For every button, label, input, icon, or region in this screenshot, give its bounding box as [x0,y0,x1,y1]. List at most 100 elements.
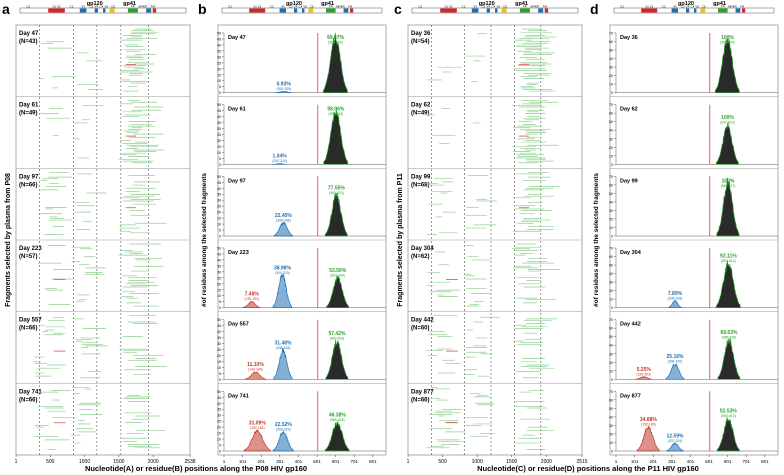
peak-range-label: (585-628) [722,336,737,340]
peak-percent-label: 100% [721,115,734,121]
genome-region-block [641,8,658,13]
y-tick-label: 40 [609,57,613,61]
y-tick-label: 25 [217,205,221,209]
y-tick-label: 10 [609,83,613,87]
x-tick-label: 701 [743,459,751,464]
genome-region-label: C3 [481,5,485,9]
genome-region-label: C4 [491,5,495,9]
genome-region-label: TM [348,5,353,9]
y-tick-label: 35 [217,408,221,412]
genome-region-block [279,8,286,13]
y-tick-label: 50 [217,175,221,179]
genome-region-block [700,8,706,13]
peak-percent-label: 99.07% [327,35,345,41]
y-tick-label: 20 [609,74,613,78]
x-tick-label: 1000 [472,459,483,465]
gp120-label: gp120 [678,1,694,7]
genome-region-block [343,8,349,13]
y-tick-label: 40 [609,344,613,348]
peak-range-label: (152-189) [641,423,656,427]
y-tick-label: 0 [219,91,221,95]
genome-region-label: C1 [228,5,232,9]
genome-region-label: V1 V2 [444,5,453,9]
y-tick-label: 0 [611,378,613,382]
peak-range-label: (593-613) [328,112,343,116]
y-tick-label: 15 [217,217,221,221]
peak-percent-label: 69.63% [720,330,738,336]
genome-region-block [302,8,305,13]
genome-region-label: V1 V2 [253,5,262,9]
row-day-label: Day 877 [411,389,434,395]
y-tick-label: 15 [217,360,221,364]
subplot-day-label: Day 62 [620,107,638,113]
genome-region-block [486,8,491,13]
row-day-label: Day 442 [411,318,434,324]
row-day-label: Day 223 [19,246,42,252]
genome-region-block [94,8,99,13]
y-tick-label: 35 [217,49,221,53]
x-tick-label: 1500 [506,459,517,465]
genome-region-label: C4 [690,5,694,9]
y-tick-label: 70 [609,390,613,394]
y-tick-label: 20 [217,426,221,430]
genome-region-label: V4 [95,5,99,9]
y-axis-label: Fragments selected by plasma from P08 [5,173,12,307]
coverage-peak [324,192,349,237]
y-tick-label: 35 [217,336,221,340]
coverage-peak [272,430,295,452]
genome-region-label: V5 [496,5,500,9]
peak-range-label: (600-623) [330,337,345,341]
genome-region-label: V1 V2 [52,5,61,9]
row-n-label: (N=43) [19,39,38,45]
genome-region-label: V3 [281,5,285,9]
fragment-panel-c: c Day 36 (N=54) Day 62 (N=49) Day 99 (N=68) Day… [394,1,588,465]
row-day-label: Day 36 [411,31,431,37]
genome-region-block [718,8,728,13]
genome-region-label: C1 [418,5,422,9]
subplot-day-label: Day 304 [620,250,642,256]
peak-percent-label: 7.89% [668,291,683,297]
x-tick-label: 2515 [576,459,587,465]
x-tick-label: 301 [276,459,284,464]
subplot-day-label: Day 877 [620,393,641,399]
x-tick-label: 201 [257,459,265,464]
peak-percent-label: 100% [722,178,735,184]
peak-range-label: (585-623) [329,191,344,195]
genome-region-label: C3 [289,5,293,9]
genome-region-block [440,8,457,13]
y-tick-label: 15 [217,73,221,77]
peak-range-label: (583-606) [328,41,343,45]
y-tick-label: 30 [609,209,613,213]
x-tick-label: 1 [15,459,18,465]
y-tick-label: 70 [609,175,613,179]
peak-percent-label: 77.55% [328,185,346,191]
y-tick-label: 50 [609,407,613,411]
genome-region-label: MPER [336,5,346,9]
y-tick-label: 30 [609,352,613,356]
y-tick-label: 15 [217,432,221,436]
genome-region-label: V3 [673,5,677,9]
peak-range-label: (306-318) [668,296,683,300]
genome-region-block [501,8,507,13]
peak-percent-label: 46.38% [329,412,347,418]
y-tick-label: 10 [609,369,613,373]
y-tick-label: 30 [217,199,221,203]
peak-range-label: (603-634) [330,273,345,277]
genome-region-label: C4 [99,5,103,9]
peak-range-label: (308-318) [276,346,291,350]
genome-region-label: V3 [473,5,477,9]
genome-region-label: FP [329,5,333,9]
subplot-day-label: Day 47 [228,35,246,41]
genome-region-label: MPER [531,5,541,9]
coverage-peak [273,221,294,237]
y-tick-label: 50 [609,49,613,53]
y-tick-label: 40 [217,402,221,406]
peak-range-label: (308-323) [276,427,291,431]
peak-percent-label: 25.16% [667,354,685,360]
genome-region-block [671,8,678,13]
peak-range-label: (585-637) [721,184,736,188]
y-tick-label: 40 [217,115,221,119]
